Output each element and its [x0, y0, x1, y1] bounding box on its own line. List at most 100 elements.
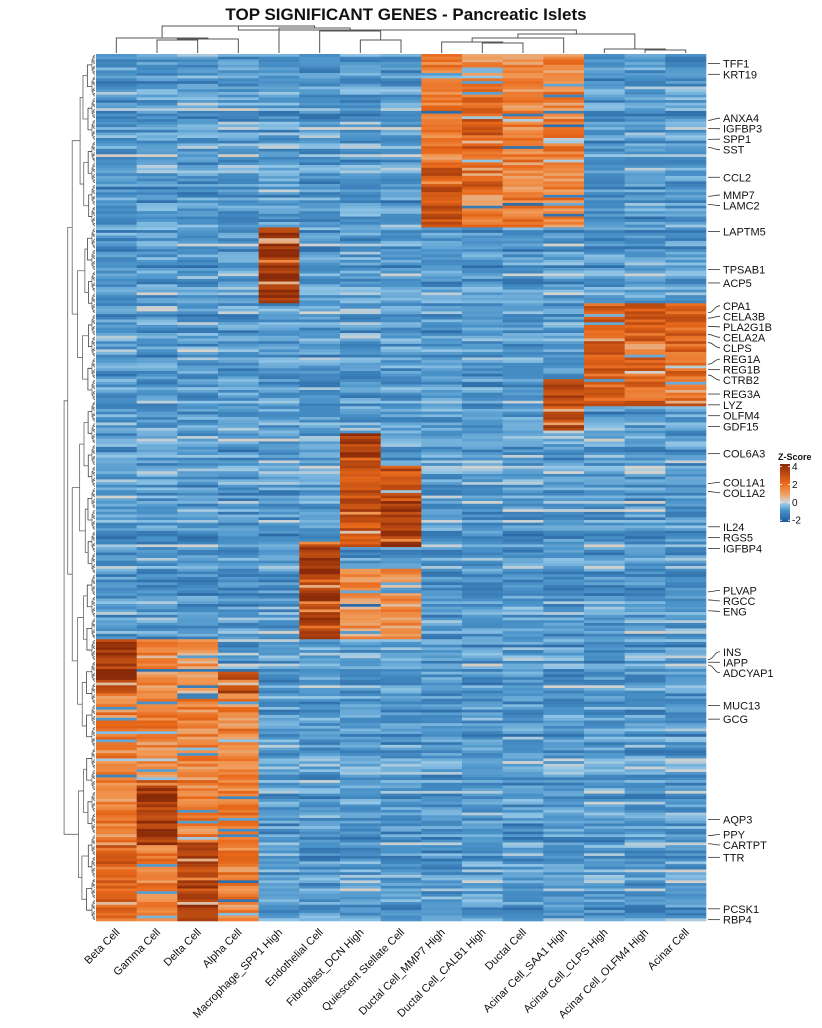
- heatmap-cell: [665, 872, 707, 876]
- heatmap-cell: [543, 86, 585, 90]
- heatmap-cell: [258, 706, 300, 710]
- heatmap-cell: [462, 379, 503, 383]
- heatmap-cell: [502, 820, 544, 824]
- heatmap-cell: [543, 371, 585, 375]
- heatmap-cell: [299, 308, 341, 312]
- heatmap-cell: [136, 747, 178, 751]
- heatmap-cell: [421, 790, 463, 794]
- heatmap-cell: [462, 755, 503, 759]
- heatmap-cell: [96, 262, 137, 266]
- heatmap-cell: [624, 858, 666, 862]
- heatmap-cell: [96, 425, 137, 429]
- heatmap-cell: [340, 479, 381, 483]
- heatmap-cell: [136, 593, 178, 597]
- heatmap-cell: [584, 701, 625, 705]
- heatmap-cell: [665, 620, 707, 624]
- heatmap-cell: [340, 476, 381, 480]
- heatmap-cell: [543, 300, 585, 304]
- heatmap-cell: [543, 387, 585, 391]
- heatmap-cell: [665, 847, 707, 851]
- heatmap-cell: [380, 194, 422, 198]
- heatmap-cell: [421, 419, 463, 423]
- heatmap-cell: [665, 576, 707, 580]
- heatmap-cell: [96, 563, 137, 567]
- heatmap-cell: [502, 113, 544, 117]
- dendrogram-branch: [93, 304, 95, 308]
- heatmap-cell: [340, 56, 381, 60]
- heatmap-cell: [177, 419, 219, 423]
- dendrogram-branch: [93, 461, 95, 465]
- heatmap-cell: [380, 414, 422, 418]
- heatmap-cell: [299, 628, 341, 632]
- heatmap-cell: [299, 495, 341, 499]
- heatmap-cell: [177, 287, 219, 291]
- heatmap-cell: [665, 200, 707, 204]
- heatmap-cell: [340, 704, 381, 708]
- heatmap-cell: [543, 837, 585, 841]
- heatmap-cell: [177, 598, 219, 602]
- heatmap-cell: [96, 595, 137, 599]
- dendrogram-branch: [93, 558, 95, 563]
- heatmap-cell: [462, 736, 503, 740]
- heatmap-cell: [502, 200, 544, 204]
- heatmap-cell: [136, 712, 178, 716]
- heatmap-cell: [380, 595, 422, 599]
- heatmap-cell: [258, 685, 300, 689]
- heatmap-cell: [421, 400, 463, 404]
- heatmap-cell: [299, 94, 341, 98]
- heatmap-cell: [584, 877, 625, 881]
- heatmap-cell: [96, 427, 137, 431]
- dendrogram-branch: [93, 320, 95, 324]
- heatmap-cell: [665, 801, 707, 805]
- heatmap-cell: [96, 132, 137, 136]
- heatmap-cell: [462, 254, 503, 258]
- heatmap-cell: [462, 622, 503, 626]
- heatmap-cell: [421, 357, 463, 361]
- heatmap-cell: [258, 189, 300, 193]
- heatmap-cell: [584, 330, 625, 334]
- heatmap-cell: [665, 251, 707, 255]
- heatmap-cell: [584, 885, 625, 889]
- heatmap-cell: [96, 861, 137, 865]
- heatmap-cell: [380, 213, 422, 217]
- heatmap-cell: [218, 251, 259, 255]
- heatmap-cell: [502, 620, 544, 624]
- heatmap-cell: [177, 151, 219, 155]
- heatmap-cell: [380, 614, 422, 618]
- heatmap-cell: [218, 346, 259, 350]
- heatmap-cell: [177, 547, 219, 551]
- heatmap-cell: [299, 755, 341, 759]
- heatmap-cell: [177, 514, 219, 518]
- heatmap-cell: [665, 479, 707, 483]
- heatmap-cell: [177, 379, 219, 383]
- heatmap-cell: [258, 755, 300, 759]
- heatmap-cell: [543, 495, 585, 499]
- heatmap-cell: [380, 319, 422, 323]
- heatmap-cell: [258, 842, 300, 846]
- heatmap-cell: [421, 585, 463, 589]
- heatmap-cell: [299, 484, 341, 488]
- heatmap-cell: [96, 387, 137, 391]
- heatmap-cell: [340, 761, 381, 765]
- heatmap-cell: [502, 761, 544, 765]
- heatmap-cell: [258, 671, 300, 675]
- heatmap-cell: [380, 528, 422, 532]
- heatmap-cell: [340, 742, 381, 746]
- dendrogram-branch: [93, 298, 95, 303]
- heatmap-cell: [96, 723, 137, 727]
- heatmap-cell: [218, 335, 259, 339]
- heatmap-cell: [218, 723, 259, 727]
- heatmap-cell: [96, 381, 137, 385]
- heatmap-cell: [421, 484, 463, 488]
- heatmap-cell: [502, 156, 544, 160]
- heatmap-cell: [258, 614, 300, 618]
- heatmap-cell: [96, 482, 137, 486]
- heatmap-cell: [258, 330, 300, 334]
- heatmap-cell: [624, 780, 666, 784]
- heatmap-cell: [136, 831, 178, 835]
- heatmap-cell: [543, 839, 585, 843]
- heatmap-cell: [624, 644, 666, 648]
- heatmap-cell: [218, 200, 259, 204]
- heatmap-cell: [584, 818, 625, 822]
- heatmap-cell: [299, 728, 341, 732]
